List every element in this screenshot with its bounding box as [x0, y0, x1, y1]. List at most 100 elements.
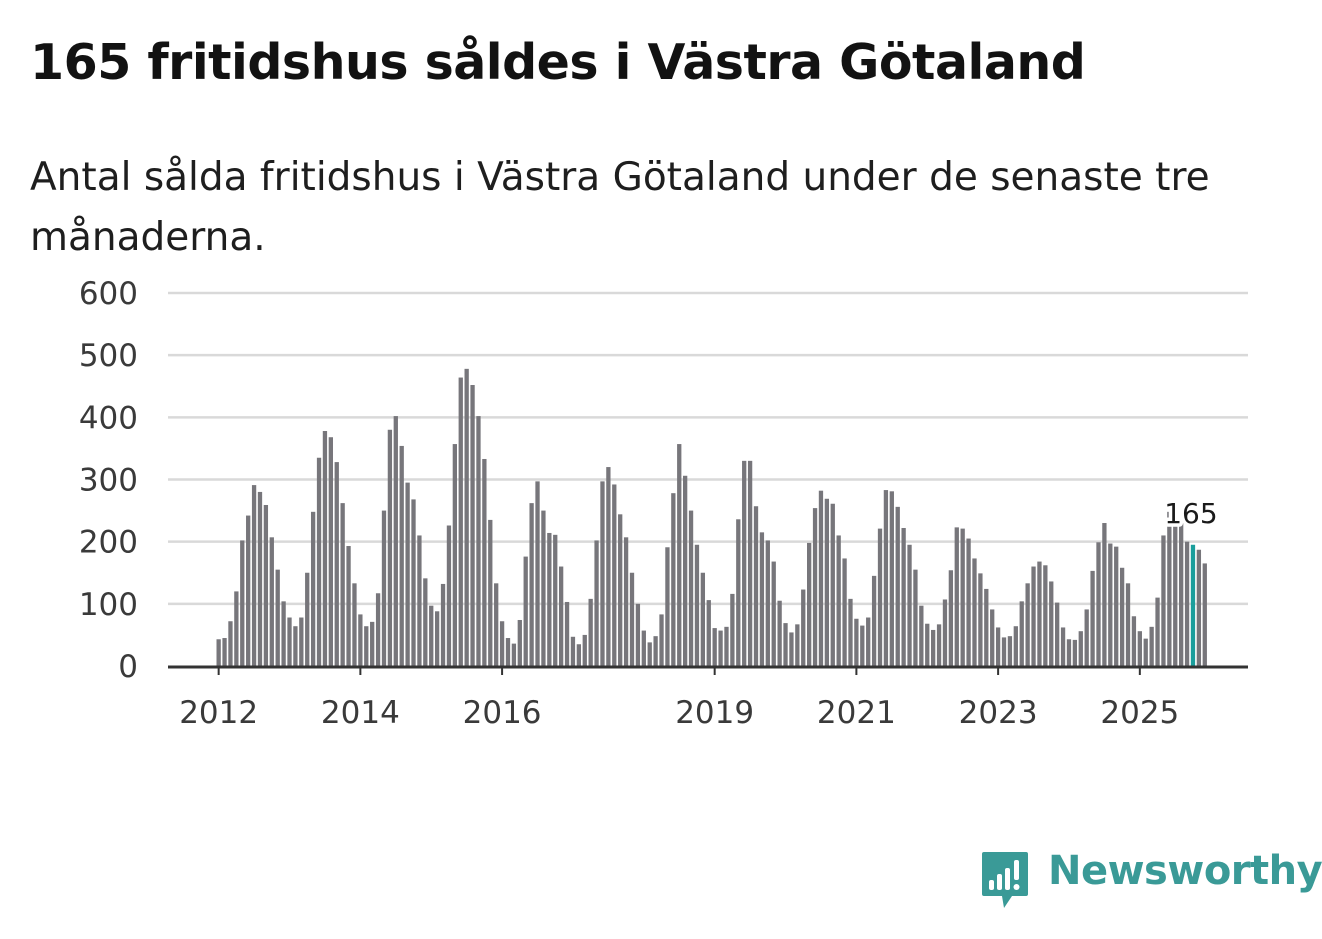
data-labels: 165: [1161, 493, 1221, 533]
bar: [446, 525, 452, 666]
bar: [1167, 511, 1172, 666]
bar: [1173, 508, 1178, 666]
bar: [1043, 565, 1048, 666]
bar: [558, 566, 564, 666]
bar: [381, 510, 387, 666]
bar: [340, 503, 345, 666]
bar: [358, 614, 363, 666]
y-tick-label: 400: [79, 400, 138, 436]
x-tick-label: 2019: [675, 695, 754, 731]
bar: [310, 511, 316, 666]
bar: [393, 416, 398, 666]
y-tick-label: 600: [79, 276, 138, 312]
bar: [1049, 581, 1054, 666]
bar: [789, 632, 794, 666]
bar: [411, 499, 416, 666]
x-axis-ticks: 2012 2014 2016 2019 2021 2023 2025: [179, 667, 1179, 731]
bar: [919, 605, 924, 666]
chart-title: 165 fritidshus såldes i Västra Götaland: [30, 34, 1086, 91]
bar: [1125, 583, 1131, 666]
x-tick-label: 2025: [1100, 695, 1179, 731]
bar: [718, 630, 723, 666]
bar: [240, 540, 245, 666]
bar: [1055, 602, 1060, 666]
bar: [753, 506, 759, 666]
bar: [293, 626, 298, 666]
bar: [736, 519, 741, 666]
bar: [594, 540, 599, 666]
bar: [925, 623, 930, 666]
bar: [553, 534, 558, 666]
bar: [482, 458, 487, 666]
bar: [907, 544, 912, 666]
highlight-value-label: 165: [1164, 497, 1217, 530]
bar: [724, 626, 729, 666]
bar: [316, 457, 322, 666]
bars: [216, 368, 1207, 666]
bar: [464, 368, 469, 666]
bar: [1019, 601, 1024, 666]
bar: [423, 578, 428, 666]
bar: [1001, 637, 1007, 666]
bar: [730, 593, 735, 666]
bar: [346, 546, 351, 666]
bar: [1066, 639, 1072, 666]
bar: [623, 537, 629, 666]
bar: [458, 377, 463, 666]
bar: [747, 460, 753, 666]
bar: [641, 630, 646, 666]
bar: [765, 540, 770, 666]
y-tick-label: 300: [79, 463, 138, 499]
bar: [228, 621, 233, 666]
bar: [1037, 561, 1042, 666]
bar: [742, 460, 747, 666]
bar: [287, 617, 292, 666]
bar: [995, 627, 1001, 666]
bar: [275, 569, 280, 666]
bar: [434, 611, 440, 666]
bar: [234, 591, 239, 666]
bar: [671, 493, 676, 666]
bar: [783, 623, 788, 666]
bar: [1131, 616, 1137, 666]
bar: [222, 638, 227, 666]
bar: [694, 544, 700, 666]
bar: [972, 558, 977, 666]
brand-name: Newsworthy: [1048, 848, 1322, 894]
bar: [470, 385, 475, 666]
x-tick-label: 2012: [179, 695, 258, 731]
bar: [1184, 541, 1190, 666]
bar: [618, 514, 623, 666]
bar: [322, 431, 328, 666]
bar: [883, 490, 889, 666]
bar: [931, 629, 936, 666]
bar: [830, 503, 835, 666]
bar: [1149, 626, 1154, 666]
y-tick-label: 200: [79, 525, 138, 561]
bar: [328, 437, 333, 666]
bar: [889, 491, 894, 666]
bar: [582, 634, 587, 666]
bar: [629, 572, 635, 666]
bar: [1090, 570, 1095, 666]
bar: [984, 588, 989, 666]
bar: [1025, 583, 1030, 666]
bar: [807, 542, 812, 666]
bar: [299, 617, 304, 666]
bar: [665, 547, 670, 666]
bar: [269, 537, 274, 666]
bar: [818, 490, 824, 666]
bar: [700, 572, 706, 666]
bar: [440, 583, 446, 666]
bar: [387, 429, 393, 666]
bar: [612, 484, 617, 666]
bar: [688, 510, 694, 666]
bar: [936, 624, 942, 666]
bar: [1072, 639, 1078, 666]
bar: [877, 528, 883, 666]
bar: [1078, 631, 1083, 666]
bar: [570, 636, 576, 666]
bar: [399, 445, 404, 666]
bar: [1114, 546, 1119, 666]
bar: [860, 625, 865, 666]
